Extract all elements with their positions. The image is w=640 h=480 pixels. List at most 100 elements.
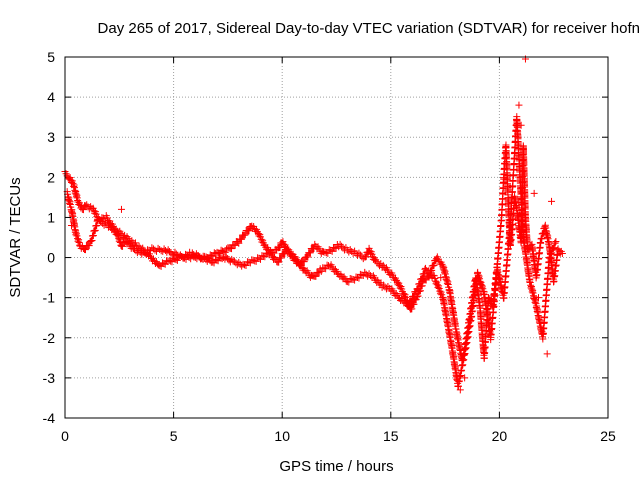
x-tick-label: 10 (274, 428, 290, 444)
data-point (245, 227, 253, 235)
data-point (254, 254, 262, 262)
data-point (131, 239, 139, 247)
x-tick-label: 0 (61, 428, 69, 444)
x-tick-label: 25 (600, 428, 616, 444)
data-point (68, 221, 76, 229)
data-point (79, 206, 87, 214)
data-point (81, 246, 89, 254)
data-point (322, 249, 330, 257)
data-point (235, 239, 243, 247)
data-point (85, 242, 93, 250)
data-point (153, 247, 161, 255)
data-point (275, 258, 283, 266)
data-point (119, 242, 127, 250)
y-axis-label: SDTVAR / TECUs (7, 177, 24, 297)
data-point (312, 272, 320, 280)
data-point (548, 197, 556, 205)
data-point (408, 305, 416, 313)
data-point (410, 292, 418, 300)
data-point (322, 265, 330, 273)
data-point (408, 297, 416, 305)
data-points (61, 55, 566, 394)
data-point (241, 231, 249, 239)
data-point (69, 179, 77, 187)
x-tick-label: 15 (383, 428, 399, 444)
data-point (151, 246, 159, 254)
data-point (456, 386, 464, 394)
data-point (421, 265, 429, 273)
data-point (558, 250, 566, 258)
x-tick-label: 20 (492, 428, 508, 444)
grid-lines (65, 57, 608, 418)
data-point (543, 350, 551, 358)
data-point (534, 294, 542, 302)
y-tick-label: 2 (47, 169, 55, 185)
y-tick-label: 4 (47, 89, 55, 105)
data-point (414, 285, 422, 293)
data-point (346, 274, 354, 282)
data-point (115, 237, 123, 245)
data-point (248, 256, 256, 264)
data-point (359, 271, 367, 279)
data-point (221, 248, 229, 256)
data-point (548, 249, 556, 257)
data-point (319, 264, 327, 272)
data-point (74, 237, 82, 245)
data-point (552, 238, 560, 246)
data-point (422, 276, 430, 284)
y-tick-label: -4 (43, 410, 56, 426)
data-point (251, 257, 259, 265)
data-point (259, 252, 267, 260)
data-point (551, 239, 559, 247)
tick-labels: 0 5 10 15 20 25 -4 -3 -2 -1 0 1 2 3 4 5 (43, 49, 616, 444)
data-point (530, 189, 538, 197)
data-point (527, 241, 535, 249)
data-point (405, 302, 413, 310)
data-point (418, 275, 426, 283)
y-tick-label: -1 (43, 290, 56, 306)
data-point (324, 249, 332, 257)
y-tick-label: -3 (43, 370, 56, 386)
data-point (416, 280, 424, 288)
data-point (238, 235, 246, 243)
data-point (348, 275, 356, 283)
data-point (156, 246, 164, 254)
data-point (243, 258, 251, 266)
data-point (546, 254, 554, 262)
data-point (355, 274, 363, 282)
data-point (517, 121, 525, 129)
data-point (434, 283, 442, 291)
chart-title: Day 265 of 2017, Sidereal Day-to-day VTE… (98, 20, 640, 37)
y-tick-label: 5 (47, 49, 55, 65)
data-point (362, 253, 370, 261)
data-point (317, 267, 325, 275)
data-point (277, 254, 285, 262)
data-point (256, 255, 264, 263)
y-tick-label: 1 (47, 209, 55, 225)
y-tick-label: -2 (43, 330, 56, 346)
data-point (438, 260, 446, 268)
data-point (304, 253, 312, 261)
plot-frame (64, 56, 609, 419)
data-point (95, 217, 103, 225)
data-point (94, 216, 102, 224)
data-point (550, 244, 558, 252)
data-point (228, 245, 236, 253)
data-point (249, 256, 257, 264)
data-point (352, 273, 360, 281)
data-point (345, 278, 353, 286)
data-point (353, 274, 361, 282)
data-point (238, 262, 246, 270)
data-point (515, 101, 523, 109)
data-point (173, 256, 181, 264)
data-point (72, 231, 80, 239)
data-point (96, 217, 104, 225)
data-point (239, 260, 247, 268)
data-point (321, 248, 329, 256)
data-point (343, 278, 351, 286)
data-point (258, 252, 266, 260)
data-point (242, 261, 250, 269)
x-tick-label: 5 (170, 428, 178, 444)
